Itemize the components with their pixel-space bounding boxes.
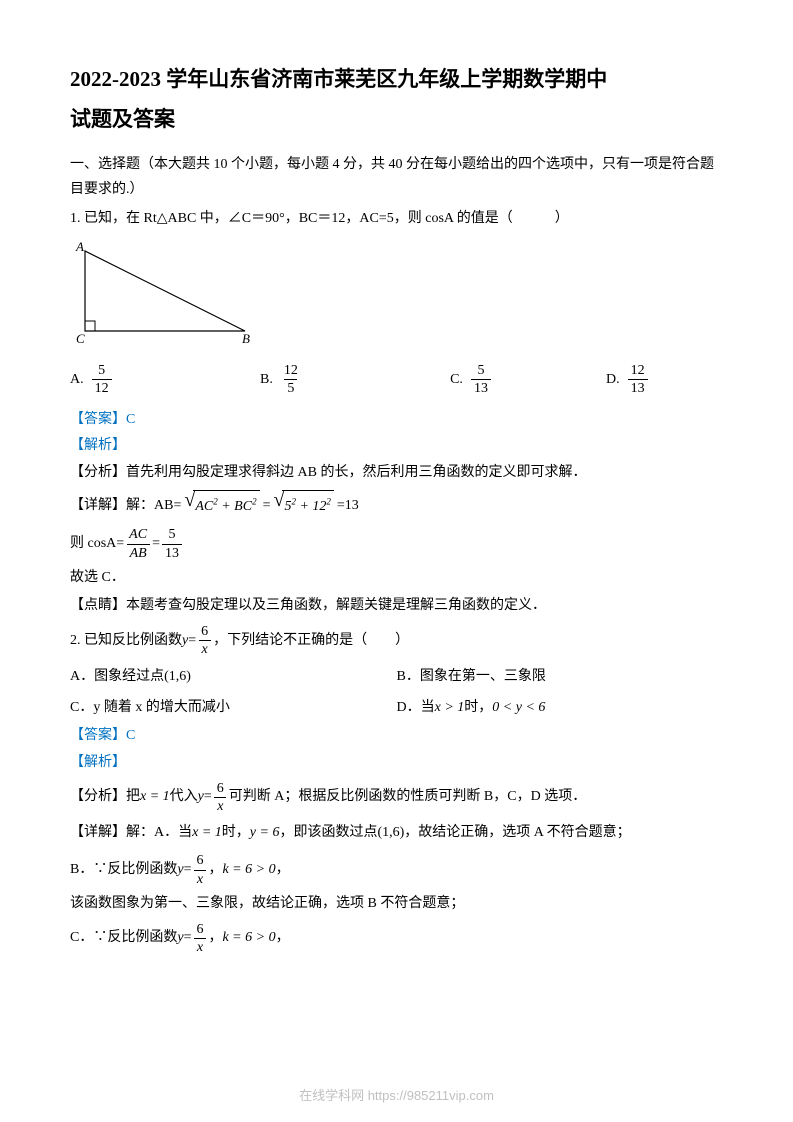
q2-func-frac: 6 x [198,624,211,658]
cos-frac-1: AC AB [126,527,150,561]
opt-a-label: A. [70,372,84,388]
q1-option-a: A. 5 12 [70,363,260,397]
opt-d-fraction: 12 13 [628,363,648,397]
cos-frac-2: 5 13 [162,527,182,561]
vertex-c: C [76,331,85,346]
vertex-b: B [242,331,250,346]
q2-xj-b-line2: 该函数图象为第一、三象限，故结论正确，选项 B 不符合题意； [70,891,723,918]
q1-dianqing: 【点睛】本题考查勾股定理以及三角函数，解题关键是理解三角函数的定义． [70,593,723,620]
opt-c-label: C. [450,372,463,388]
q2-option-c: C． y 随着 x 的增大而减小 [70,693,397,724]
q1-option-c: C. 5 13 [450,363,606,397]
q2-analysis-label: 【解析】 [70,750,723,777]
q1-analysis-label: 【解析】 [70,433,723,460]
q2-option-d: D． 当 x > 1 时， 0 < y < 6 [397,693,724,724]
q2-xj-a: 【详解】 解：A．当 x = 1 时， y = 6 ，即该函数过点 (1,6) … [70,818,723,849]
title-line-1: 2022-2023 学年山东省济南市莱芜区九年级上学期数学期中 [70,67,607,91]
sqrt-1: √ AC2 + BC2 [184,490,259,523]
q2-text: 2. 已知反比例函数 y = 6 x ，下列结论不正确的是（ ） [70,624,723,658]
q1-options: A. 5 12 B. 12 5 C. 5 13 D. 12 13 [70,363,723,397]
q1-fenxi: 【分析】首先利用勾股定理求得斜边 AB 的长，然后利用三角函数的定义即可求解． [70,460,723,487]
q2-fenxi-frac: 6 x [214,781,227,815]
sqrt-2: √ 52 + 122 [273,490,333,523]
q2-xj-c-frac: 6 x [193,922,206,956]
q2-option-a: A． 图象经过点 (1,6) [70,662,397,693]
q2-xj-b: B．∵反比例函数 y = 6 x ， k = 6 > 0 ， [70,853,723,887]
opt-b-fraction: 12 5 [281,363,301,397]
q1-answer: 【答案】C [70,407,723,434]
opt-c-fraction: 5 13 [471,363,491,397]
opt-a-fraction: 5 12 [92,363,112,397]
q2-fenxi: 【分析】 把 x = 1 代入 y = 6 x 可判断 A；根据反比例函数的性质… [70,781,723,815]
q2-xj-b-frac: 6 x [193,853,206,887]
q1-guxuan: 故选 C． [70,565,723,592]
watermark: 在线学科网 https://985211vip.com [0,1085,793,1104]
opt-d-label: D. [606,372,620,388]
section-header: 一、选择题（本大题共 10 个小题，每小题 4 分，共 40 分在每小题给出的四… [70,152,723,202]
q2-options: A． 图象经过点 (1,6) B． 图象在第一、三象限 C． y 随着 x 的增… [70,662,723,724]
vertex-a: A [75,241,84,254]
opt-b-label: B. [260,372,273,388]
q2-answer: 【答案】C [70,723,723,750]
title-line-2: 试题及答案 [70,107,175,131]
q1-option-d: D. 12 13 [606,363,723,397]
q1-xiangjie-line1: 【详解】 解：AB= √ AC2 + BC2 = √ 52 + 122 =13 [70,490,723,523]
q1-option-b: B. 12 5 [260,363,450,397]
q1-text: 1. 已知，在 Rt△ABC 中，∠C＝90°，BC＝12，AC=5，则 cos… [70,206,723,233]
triangle-svg: A C B [70,241,255,346]
q1-cos-line: 则 cosA= AC AB = 5 13 [70,527,723,561]
q1-triangle: A C B [70,241,723,351]
q2-option-b: B． 图象在第一、三象限 [397,662,724,693]
q2-xj-c: C．∵反比例函数 y = 6 x ， k = 6 > 0 ， [70,922,723,956]
page-title: 2022-2023 学年山东省济南市莱芜区九年级上学期数学期中 试题及答案 [70,60,723,140]
